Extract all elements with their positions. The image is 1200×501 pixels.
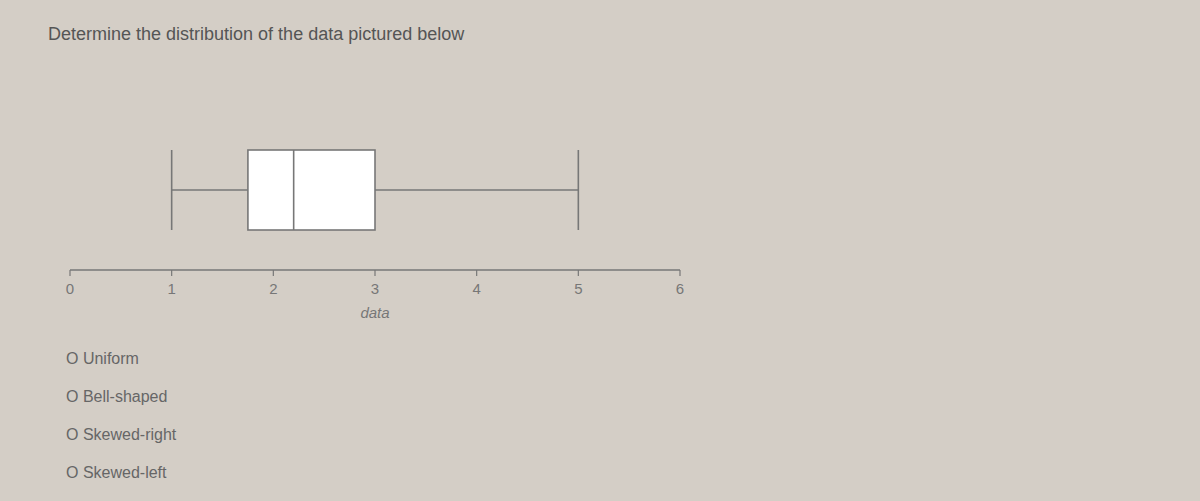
- chart: Determine the distribution of the data p…: [0, 0, 1200, 501]
- x-tick: [69, 270, 70, 276]
- choice: O Bell-shaped: [66, 388, 167, 405]
- choice: O Skewed-left: [66, 464, 167, 481]
- whisker: [172, 189, 248, 191]
- whisker: [375, 189, 578, 191]
- box: [248, 150, 375, 230]
- title: Determine the distribution of the data p…: [48, 24, 465, 44]
- choice: O Skewed-right: [66, 426, 177, 443]
- x-tick: [476, 270, 477, 276]
- x-tick-label: 0: [66, 280, 74, 297]
- x-tick-label: 6: [676, 280, 684, 297]
- x-tick: [273, 270, 274, 276]
- x-tick-label: 1: [167, 280, 175, 297]
- box-plot: [172, 150, 579, 230]
- chart-container: Determine the distribution of the data p…: [0, 0, 1200, 501]
- whisker-cap: [171, 150, 173, 230]
- choice: O Uniform: [66, 350, 139, 367]
- x-tick: [171, 270, 172, 276]
- x-tick-label: 4: [472, 280, 480, 297]
- x-tick-label: 2: [269, 280, 277, 297]
- whisker-cap: [578, 150, 580, 230]
- x-axis-label: data: [360, 304, 389, 321]
- x-tick-label: 3: [371, 280, 379, 297]
- x-tick: [374, 270, 375, 276]
- median: [293, 150, 295, 230]
- x-tick: [578, 270, 579, 276]
- x-tick: [679, 270, 680, 276]
- x-tick-label: 5: [574, 280, 582, 297]
